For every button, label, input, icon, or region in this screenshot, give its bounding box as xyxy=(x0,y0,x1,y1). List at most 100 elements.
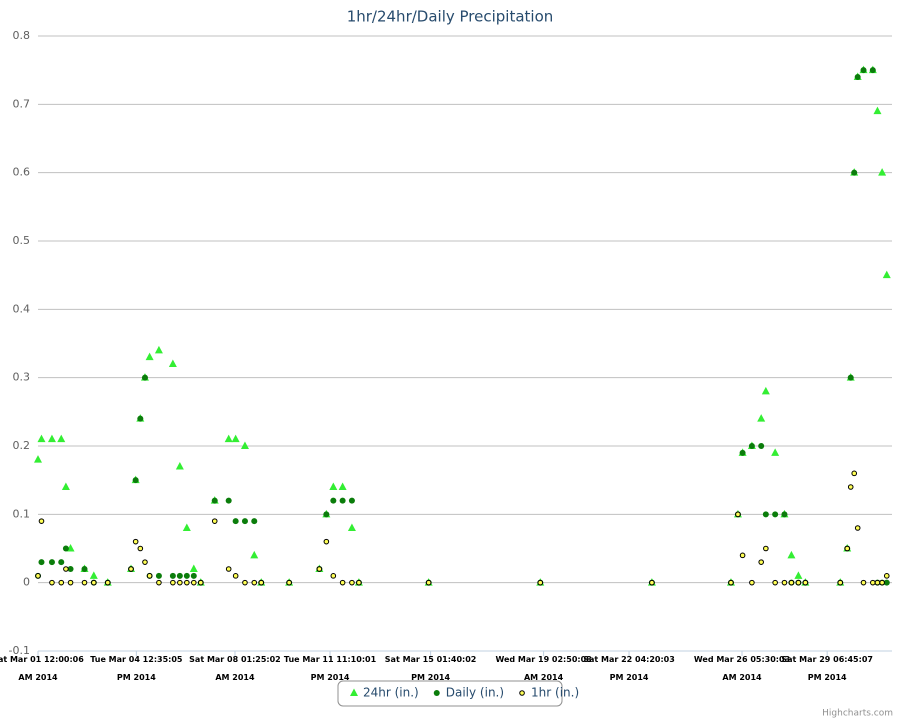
point xyxy=(241,518,248,525)
point xyxy=(349,579,355,586)
point xyxy=(34,455,42,463)
point xyxy=(225,497,232,504)
point xyxy=(240,441,249,449)
point xyxy=(48,559,55,566)
point xyxy=(339,497,346,504)
point xyxy=(175,462,184,470)
point xyxy=(62,545,69,552)
point xyxy=(749,579,755,586)
point xyxy=(339,579,346,586)
point xyxy=(89,571,98,579)
point xyxy=(847,484,854,490)
point xyxy=(67,566,74,572)
point xyxy=(67,579,74,586)
point xyxy=(802,579,809,586)
series xyxy=(34,65,891,586)
point xyxy=(878,168,887,176)
legend-label: Daily (in.) xyxy=(446,686,504,700)
series xyxy=(35,470,890,586)
legend-item[interactable]: 1hr (in.) xyxy=(519,686,579,700)
point xyxy=(211,497,218,504)
point xyxy=(758,559,764,565)
point xyxy=(860,579,867,586)
y-tick-label: 0 xyxy=(23,576,30,589)
point xyxy=(142,559,148,565)
point xyxy=(47,434,56,443)
point xyxy=(879,579,885,586)
point xyxy=(170,579,176,586)
point xyxy=(356,579,362,586)
credits[interactable]: Highcharts.com xyxy=(822,709,893,719)
point xyxy=(49,579,55,586)
y-tick-label: 0.1 xyxy=(13,507,31,520)
legend-item[interactable]: 24hr (in.) xyxy=(350,686,419,700)
point xyxy=(189,564,198,572)
point xyxy=(757,414,766,422)
point xyxy=(787,550,796,559)
point xyxy=(794,571,803,579)
point xyxy=(338,482,347,490)
point xyxy=(184,579,190,586)
point xyxy=(211,518,218,524)
y-tick-label: 0.8 xyxy=(13,29,31,42)
point xyxy=(63,566,69,572)
point xyxy=(739,552,746,559)
point xyxy=(347,523,356,531)
point xyxy=(154,345,163,354)
y-tick-label: 0.3 xyxy=(13,371,31,384)
legend-box xyxy=(337,680,563,707)
point xyxy=(57,434,66,443)
point xyxy=(38,518,45,524)
point xyxy=(176,572,183,579)
point xyxy=(81,579,88,586)
point xyxy=(316,566,323,572)
legend-item[interactable]: Daily (in.) xyxy=(433,686,504,700)
point xyxy=(286,579,292,586)
point xyxy=(61,482,70,490)
point xyxy=(873,106,882,115)
legend-symbol xyxy=(350,688,358,696)
point xyxy=(781,579,788,586)
point xyxy=(182,523,191,531)
y-tick-label: 0.2 xyxy=(13,439,31,452)
point xyxy=(772,579,778,586)
point xyxy=(330,497,337,504)
y-tick-label: 0.5 xyxy=(13,234,31,247)
y-tick-label: 0.6 xyxy=(13,166,31,179)
point xyxy=(330,573,337,579)
point xyxy=(537,579,544,586)
point xyxy=(251,579,258,586)
point xyxy=(128,566,134,572)
point xyxy=(104,579,111,586)
point xyxy=(837,579,844,586)
point xyxy=(232,518,239,525)
point xyxy=(242,579,248,586)
point xyxy=(425,579,432,586)
point xyxy=(58,559,65,566)
point xyxy=(851,470,858,477)
legend-label: 24hr (in.) xyxy=(363,686,419,700)
point xyxy=(874,579,881,586)
point xyxy=(323,511,330,518)
point xyxy=(860,67,867,74)
point xyxy=(739,449,746,456)
point xyxy=(58,579,65,586)
point xyxy=(329,482,338,490)
point xyxy=(168,359,177,367)
point xyxy=(225,566,232,572)
point xyxy=(348,497,355,504)
point xyxy=(870,579,876,586)
point xyxy=(81,566,88,572)
point xyxy=(251,518,258,525)
point xyxy=(781,511,788,518)
point xyxy=(851,169,858,176)
point xyxy=(232,573,239,579)
point xyxy=(771,448,780,456)
point xyxy=(728,579,734,586)
point xyxy=(35,573,41,579)
point xyxy=(758,443,765,449)
y-tick-label: 0.7 xyxy=(13,97,31,110)
point xyxy=(763,545,769,552)
